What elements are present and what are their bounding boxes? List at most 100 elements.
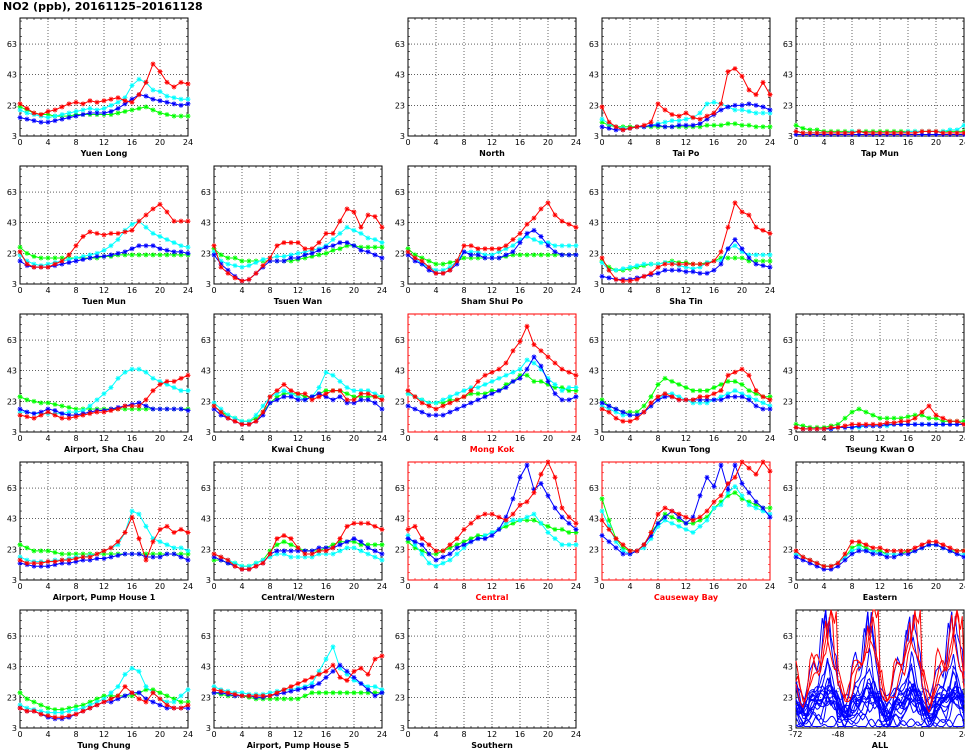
data-point — [267, 400, 273, 406]
data-point — [295, 681, 301, 687]
data-point — [31, 261, 37, 267]
data-point — [746, 252, 752, 258]
data-point — [150, 554, 156, 560]
data-point — [129, 665, 135, 671]
data-point — [606, 406, 612, 412]
y-tick-label: 23 — [395, 545, 405, 554]
x-tick-label: 20 — [155, 286, 165, 295]
data-point — [559, 542, 565, 548]
x-tick-label: 0 — [405, 730, 410, 739]
data-point — [358, 247, 364, 253]
data-point — [239, 418, 245, 424]
data-point — [80, 256, 86, 262]
data-point — [344, 240, 350, 246]
data-point — [171, 385, 177, 391]
data-point — [108, 545, 114, 551]
data-point — [316, 247, 322, 253]
y-tick-label: 63 — [201, 632, 211, 641]
data-point — [281, 551, 287, 557]
data-point — [919, 131, 925, 137]
data-point — [746, 87, 752, 93]
data-point — [274, 696, 280, 702]
data-point — [503, 252, 509, 258]
data-point — [793, 131, 799, 137]
y-tick-label: 43 — [589, 71, 599, 80]
data-point — [814, 563, 820, 569]
data-point — [136, 403, 142, 409]
data-point — [185, 705, 191, 711]
data-point — [863, 421, 869, 427]
x-tick-label: 20 — [543, 286, 553, 295]
data-point — [559, 218, 565, 224]
x-tick-label: 20 — [349, 434, 359, 443]
data-point — [372, 214, 378, 220]
data-point — [760, 227, 766, 233]
data-point — [760, 508, 766, 514]
data-point — [800, 426, 806, 432]
data-point — [627, 409, 633, 415]
data-point — [101, 232, 107, 238]
data-point — [129, 366, 135, 372]
panel-title: North — [479, 149, 505, 158]
x-tick-label: 20 — [737, 138, 747, 147]
x-tick-label: 24 — [765, 582, 775, 591]
data-point — [232, 563, 238, 569]
data-point — [634, 276, 640, 282]
x-tick-label: 20 — [349, 286, 359, 295]
data-point — [164, 705, 170, 711]
y-tick-label: 63 — [589, 484, 599, 493]
data-point — [884, 551, 890, 557]
data-point — [122, 108, 128, 114]
data-point — [323, 548, 329, 554]
data-point — [419, 258, 425, 264]
data-point — [274, 542, 280, 548]
data-point — [835, 421, 841, 427]
data-point — [641, 545, 647, 551]
data-point — [704, 122, 710, 128]
data-point — [620, 412, 626, 418]
data-point — [164, 381, 170, 387]
data-point — [351, 677, 357, 683]
data-point — [288, 240, 294, 246]
data-point — [746, 502, 752, 508]
data-point — [503, 246, 509, 252]
panel-title: Airport, Pump House 1 — [53, 593, 156, 602]
data-point — [115, 684, 121, 690]
data-point — [482, 372, 488, 378]
data-point — [814, 127, 820, 133]
x-tick-label: 8 — [655, 286, 660, 295]
x-tick-label: -24 — [873, 730, 886, 739]
x-tick-label: 4 — [239, 434, 244, 443]
data-point — [725, 378, 731, 384]
y-tick-label: 3 — [12, 280, 17, 289]
data-point — [475, 385, 481, 391]
data-point — [517, 240, 523, 246]
data-point — [351, 209, 357, 215]
data-point — [870, 551, 876, 557]
data-point — [440, 397, 446, 403]
data-point — [634, 548, 640, 554]
data-point — [323, 388, 329, 394]
data-point — [80, 408, 86, 414]
data-point — [267, 551, 273, 557]
data-point — [45, 255, 51, 261]
y-tick-label: 23 — [783, 545, 793, 554]
x-tick-label: 24 — [183, 730, 193, 739]
data-point — [606, 403, 612, 409]
data-point — [760, 258, 766, 264]
data-point — [405, 539, 411, 545]
data-point — [211, 406, 217, 412]
data-point — [80, 702, 86, 708]
data-point — [45, 119, 51, 125]
data-point — [954, 548, 960, 554]
x-tick-label: 4 — [627, 434, 632, 443]
panel-title: Sha Tin — [669, 297, 703, 306]
x-tick-label: 12 — [487, 730, 497, 739]
x-tick-label: 4 — [433, 434, 438, 443]
data-point — [122, 684, 128, 690]
data-point — [351, 388, 357, 394]
data-point — [94, 110, 100, 116]
data-point — [538, 520, 544, 526]
data-point — [344, 545, 350, 551]
data-point — [101, 110, 107, 116]
